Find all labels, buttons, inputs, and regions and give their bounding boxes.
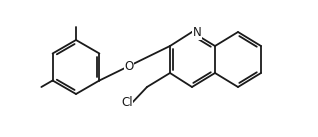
Text: N: N — [193, 26, 201, 39]
Text: Cl: Cl — [121, 96, 133, 109]
Text: O: O — [124, 59, 134, 72]
